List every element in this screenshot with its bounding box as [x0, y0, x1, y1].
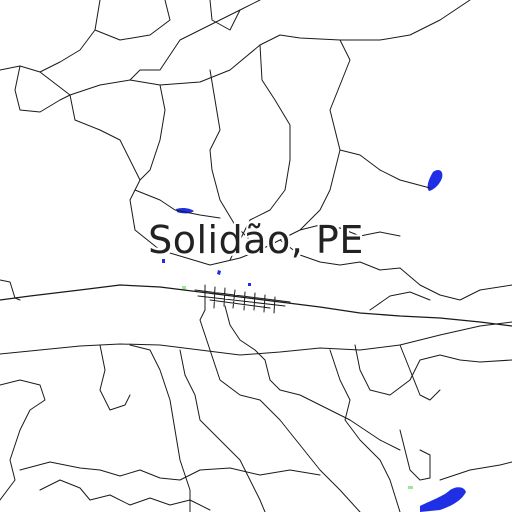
road-north-4	[39, 0, 101, 73]
road-mid-2	[369, 291, 431, 311]
pond-small-3	[248, 283, 251, 286]
road-town-south-2	[224, 305, 401, 451]
road-north-8	[229, 44, 291, 261]
road-north-7	[209, 69, 251, 241]
highway-main	[0, 284, 512, 327]
road-north-6	[209, 0, 241, 31]
road-south-11	[129, 344, 191, 512]
road-north-2	[0, 39, 351, 266]
road-south-ew	[0, 321, 512, 356]
road-north-ring	[69, 0, 471, 96]
road-town-south	[199, 309, 361, 512]
road-south-6	[19, 461, 321, 481]
road-south-3	[179, 349, 266, 512]
road-south-5	[399, 344, 441, 401]
road-south-4	[329, 349, 401, 512]
road-north-12	[134, 189, 221, 219]
road-mid-1	[279, 239, 512, 301]
road-south-9	[439, 461, 512, 481]
road-south-10	[354, 344, 512, 396]
road-north-5	[94, 0, 171, 41]
pond-small-1	[162, 259, 165, 263]
park-2	[408, 486, 413, 489]
pond-small-2	[217, 270, 221, 275]
road-mid-3	[299, 224, 401, 237]
road-south-2	[99, 344, 131, 411]
reservoir-southeast	[420, 487, 466, 512]
road-south-1	[0, 379, 46, 501]
park-1	[182, 286, 186, 290]
reservoir-east	[427, 170, 443, 191]
road-north-11	[339, 149, 431, 189]
road-north-10	[14, 65, 71, 113]
road-west	[0, 279, 21, 301]
place-label: Solidão, PE	[148, 218, 364, 262]
road-south-7	[39, 479, 211, 511]
road-north-9	[139, 84, 166, 181]
pond-center	[176, 207, 194, 214]
road-south-8	[399, 429, 431, 481]
road-north-3	[129, 0, 261, 81]
town-grid	[194, 284, 291, 314]
